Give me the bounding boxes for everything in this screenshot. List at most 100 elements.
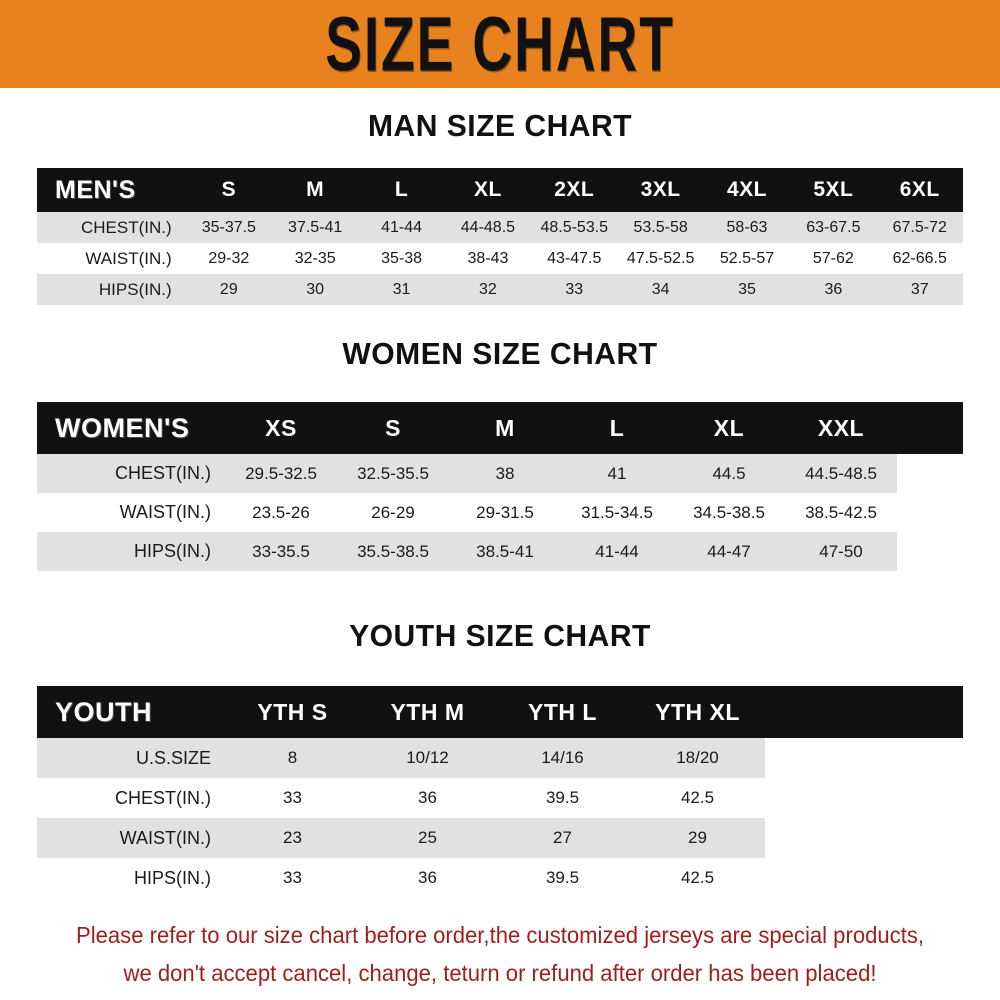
footer-disclaimer: Please refer to our size chart before or…: [20, 916, 980, 992]
youth-row-label: HIPS(IN.): [37, 858, 225, 898]
banner-title: SIZE CHART: [325, 1, 675, 87]
table-row: WAIST(IN.) 23.5-26 26-29 29-31.5 31.5-34.5 34…: [37, 493, 963, 532]
women-measurement-cell: 26-29: [337, 493, 449, 532]
men-size-column-header: 3XL: [617, 168, 704, 212]
men-measurement-cell: 29: [185, 274, 272, 305]
youth-row-label: CHEST(IN.): [37, 778, 225, 818]
men-measurement-cell: 34: [617, 274, 704, 305]
page-banner: SIZE CHART: [0, 0, 1000, 88]
men-size-column-header: M: [272, 168, 359, 212]
men-header-row: MEN'S S M L XL 2XL 3XL 4XL 5XL 6XL: [37, 168, 963, 212]
men-measurement-cell: 52.5-57: [703, 243, 791, 274]
youth-measurement-cell: 42.5: [630, 858, 765, 898]
men-size-column-header: 6XL: [876, 168, 963, 212]
youth-measurement-cell: 33: [225, 858, 360, 898]
women-table-corner-label: WOMEN'S: [37, 402, 225, 454]
women-size-column-header: XS: [225, 402, 337, 454]
women-measurement-cell: 35.5-38.5: [337, 532, 449, 571]
men-row-label: HIPS(IN.): [37, 274, 186, 305]
youth-table-corner-label: YOUTH: [37, 686, 225, 738]
women-measurement-cell: 29.5-32.5: [225, 454, 337, 493]
men-measurement-cell: 63-67.5: [790, 212, 877, 243]
women-measurement-cell: 33-35.5: [225, 532, 337, 571]
men-measurement-cell: 47.5-52.5: [617, 243, 704, 274]
table-row: U.S.SIZE 8 10/12 14/16 18/20: [37, 738, 963, 778]
men-size-column-header: L: [358, 168, 445, 212]
youth-row-filler: [765, 818, 963, 858]
men-size-column-header: 4XL: [703, 168, 791, 212]
women-table-head: WOMEN'S XS S M L XL XXL: [37, 402, 963, 454]
women-measurement-cell: 34.5-38.5: [673, 493, 785, 532]
women-size-column-header: XXL: [785, 402, 897, 454]
men-size-table: MEN'S S M L XL 2XL 3XL 4XL 5XL 6XL CHEST(IN.) 35-3…: [37, 168, 963, 305]
youth-measurement-cell: 27: [495, 818, 630, 858]
women-size-column-header: XL: [673, 402, 785, 454]
women-header-filler: [897, 402, 963, 454]
men-measurement-cell: 35-38: [358, 243, 445, 274]
women-row-label: CHEST(IN.): [37, 454, 225, 493]
men-size-column-header: 5XL: [790, 168, 877, 212]
youth-size-column-header: YTH L: [495, 686, 630, 738]
youth-header-row: YOUTH YTH S YTH M YTH L YTH XL: [37, 686, 963, 738]
women-measurement-cell: 29-31.5: [449, 493, 561, 532]
women-size-table: WOMEN'S XS S M L XL XXL CHEST(IN.) 29.5-32.5 32.…: [37, 402, 963, 571]
table-row: WAIST(IN.) 29-32 32-35 35-38 38-43 43-47.5 47.…: [37, 243, 963, 274]
youth-size-table: YOUTH YTH S YTH M YTH L YTH XL U.S.SIZE 8 10/1…: [37, 686, 963, 898]
youth-measurement-cell: 8: [225, 738, 360, 778]
men-row-label: WAIST(IN.): [37, 243, 186, 274]
women-size-column-header: S: [337, 402, 449, 454]
women-measurement-cell: 31.5-34.5: [561, 493, 673, 532]
women-size-column-header: L: [561, 402, 673, 454]
women-measurement-cell: 38: [449, 454, 561, 493]
men-measurement-cell: 32: [444, 274, 532, 305]
women-measurement-cell: 32.5-35.5: [337, 454, 449, 493]
table-row: CHEST(IN.) 35-37.5 37.5-41 41-44 44-48.5 48.5…: [37, 212, 963, 243]
men-measurement-cell: 41-44: [358, 212, 445, 243]
men-measurement-cell: 31: [358, 274, 445, 305]
youth-measurement-cell: 14/16: [495, 738, 630, 778]
women-measurement-cell: 38.5-42.5: [785, 493, 897, 532]
men-measurement-cell: 32-35: [272, 243, 359, 274]
men-measurement-cell: 36: [790, 274, 877, 305]
table-row: HIPS(IN.) 33-35.5 35.5-38.5 38.5-41 41-44 44-…: [37, 532, 963, 571]
men-measurement-cell: 57-62: [790, 243, 877, 274]
footer-disclaimer-line-1: Please refer to our size chart before or…: [75, 922, 925, 948]
table-row: CHEST(IN.) 33 36 39.5 42.5: [37, 778, 963, 818]
table-row: HIPS(IN.) 33 36 39.5 42.5: [37, 858, 963, 898]
section-title-man: MAN SIZE CHART: [367, 108, 633, 143]
youth-measurement-cell: 29: [630, 818, 765, 858]
youth-row-filler: [765, 738, 963, 778]
youth-measurement-cell: 33: [225, 778, 360, 818]
youth-measurement-cell: 39.5: [495, 858, 630, 898]
men-measurement-cell: 37: [876, 274, 963, 305]
men-table-body: CHEST(IN.) 35-37.5 37.5-41 41-44 44-48.5 48.5…: [37, 212, 963, 305]
youth-row-filler: [765, 858, 963, 898]
women-measurement-cell: 38.5-41: [449, 532, 561, 571]
youth-row-label: U.S.SIZE: [37, 738, 225, 778]
youth-measurement-cell: 42.5: [630, 778, 765, 818]
women-table-body: CHEST(IN.) 29.5-32.5 32.5-35.5 38 41 44.5 44.5…: [37, 454, 963, 571]
women-measurement-cell: 44.5: [673, 454, 785, 493]
women-measurement-cell: 23.5-26: [225, 493, 337, 532]
men-measurement-cell: 30: [272, 274, 359, 305]
women-measurement-cell: 41: [561, 454, 673, 493]
youth-measurement-cell: 23: [225, 818, 360, 858]
youth-row-label: WAIST(IN.): [37, 818, 225, 858]
men-table-corner-label: MEN'S: [37, 168, 186, 212]
women-row-label: HIPS(IN.): [37, 532, 225, 571]
men-measurement-cell: 44-48.5: [444, 212, 532, 243]
section-title-women: WOMEN SIZE CHART: [342, 336, 658, 371]
men-measurement-cell: 62-66.5: [876, 243, 963, 274]
women-row-filler: [897, 532, 963, 571]
men-measurement-cell: 33: [531, 274, 618, 305]
youth-measurement-cell: 39.5: [495, 778, 630, 818]
men-size-column-header: XL: [444, 168, 532, 212]
men-measurement-cell: 29-32: [185, 243, 272, 274]
women-header-row: WOMEN'S XS S M L XL XXL: [37, 402, 963, 454]
youth-size-column-header: YTH M: [360, 686, 495, 738]
men-size-column-header: 2XL: [531, 168, 618, 212]
youth-measurement-cell: 36: [360, 778, 495, 818]
women-row-label: WAIST(IN.): [37, 493, 225, 532]
men-measurement-cell: 43-47.5: [531, 243, 618, 274]
